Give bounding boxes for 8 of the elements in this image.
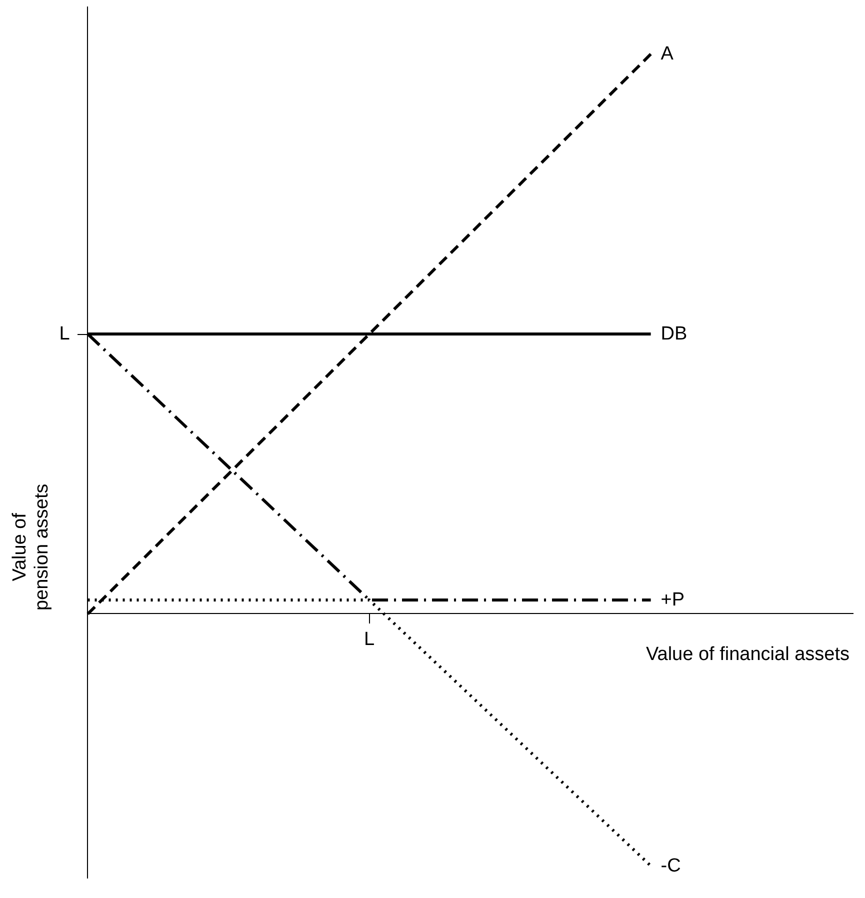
series-label: +P [660, 589, 685, 610]
annotation: L [364, 628, 375, 650]
series-label: DB [660, 324, 688, 345]
text: L [59, 324, 70, 345]
y-axis-title: Value of pension assets [9, 484, 52, 611]
series-label: A [660, 44, 674, 65]
x-axis-title: Value of financial assets [646, 644, 850, 665]
series-label: -C [660, 855, 681, 876]
